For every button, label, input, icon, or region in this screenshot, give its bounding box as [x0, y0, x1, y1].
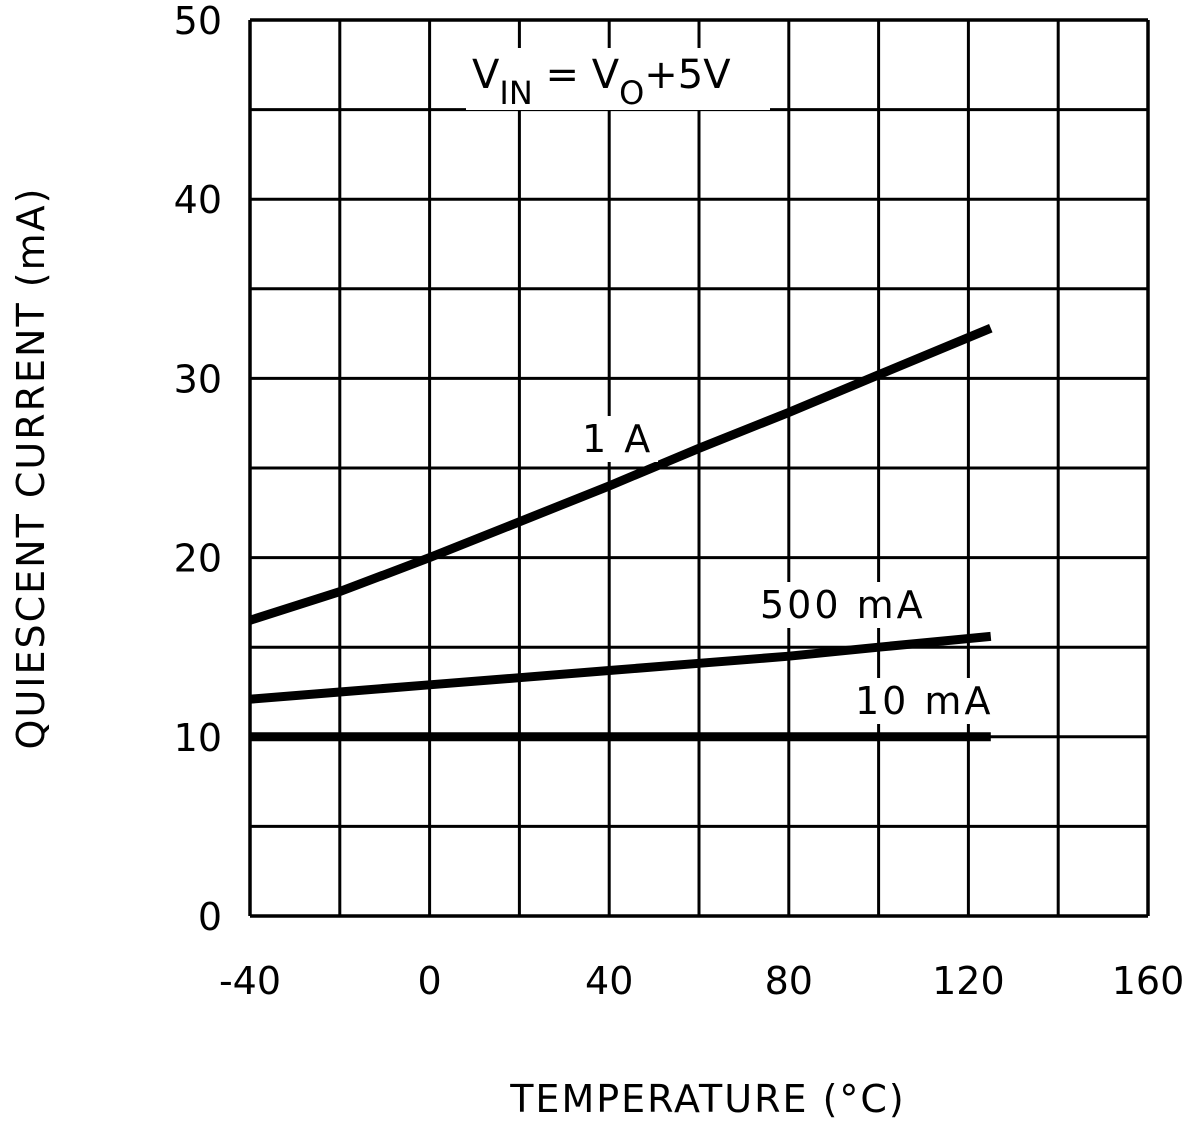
- series-label-10-ma: 10 mA: [855, 679, 993, 723]
- series-line-1-a: [248, 324, 993, 625]
- series-label-background: [578, 416, 658, 462]
- x-tick-labels: -40 0 40 80 120 160: [219, 959, 1184, 1003]
- y-tick-label: 20: [174, 537, 222, 581]
- annotation-text: VIN = VO+5V: [472, 52, 731, 112]
- annotation-part: O: [619, 74, 644, 112]
- y-tick-label: 30: [174, 357, 222, 401]
- annotation-background: [466, 48, 770, 110]
- x-tick-label: -40: [219, 959, 281, 1003]
- x-axis-title: TEMPERATURE (°C): [509, 1077, 906, 1121]
- x-tick-label: 80: [765, 959, 813, 1003]
- x-tick-label: 0: [418, 959, 442, 1003]
- series-label-1-a: 1 A: [582, 417, 653, 461]
- y-tick-label: 50: [174, 0, 222, 43]
- annotation-part: V: [472, 52, 500, 98]
- series-label-background: [756, 582, 942, 628]
- y-axis-title: QUIESCENT CURRENT (mA): [9, 187, 53, 750]
- y-tick-label: 10: [174, 716, 222, 760]
- y-tick-labels: 0 10 20 30 40 50: [174, 0, 222, 939]
- series-label-500-ma: 500 mA: [760, 583, 926, 627]
- y-tick-label: 40: [174, 178, 222, 222]
- y-tick-label: 0: [198, 895, 222, 939]
- series-label-background: [851, 678, 1001, 724]
- series-labels: 1 A 500 mA 10 mA: [578, 416, 1001, 724]
- x-tick-label: 120: [932, 959, 1005, 1003]
- x-tick-label: 40: [585, 959, 633, 1003]
- annotation-part: IN: [499, 74, 532, 112]
- x-tick-label: 160: [1112, 959, 1185, 1003]
- annotation-part: = V: [533, 52, 620, 98]
- series-line-500-ma: [249, 631, 992, 704]
- series-group: [248, 324, 993, 742]
- condition-annotation: VIN = VO+5V: [466, 48, 770, 112]
- annotation-part: +5V: [644, 52, 731, 98]
- grid: [248, 18, 1150, 918]
